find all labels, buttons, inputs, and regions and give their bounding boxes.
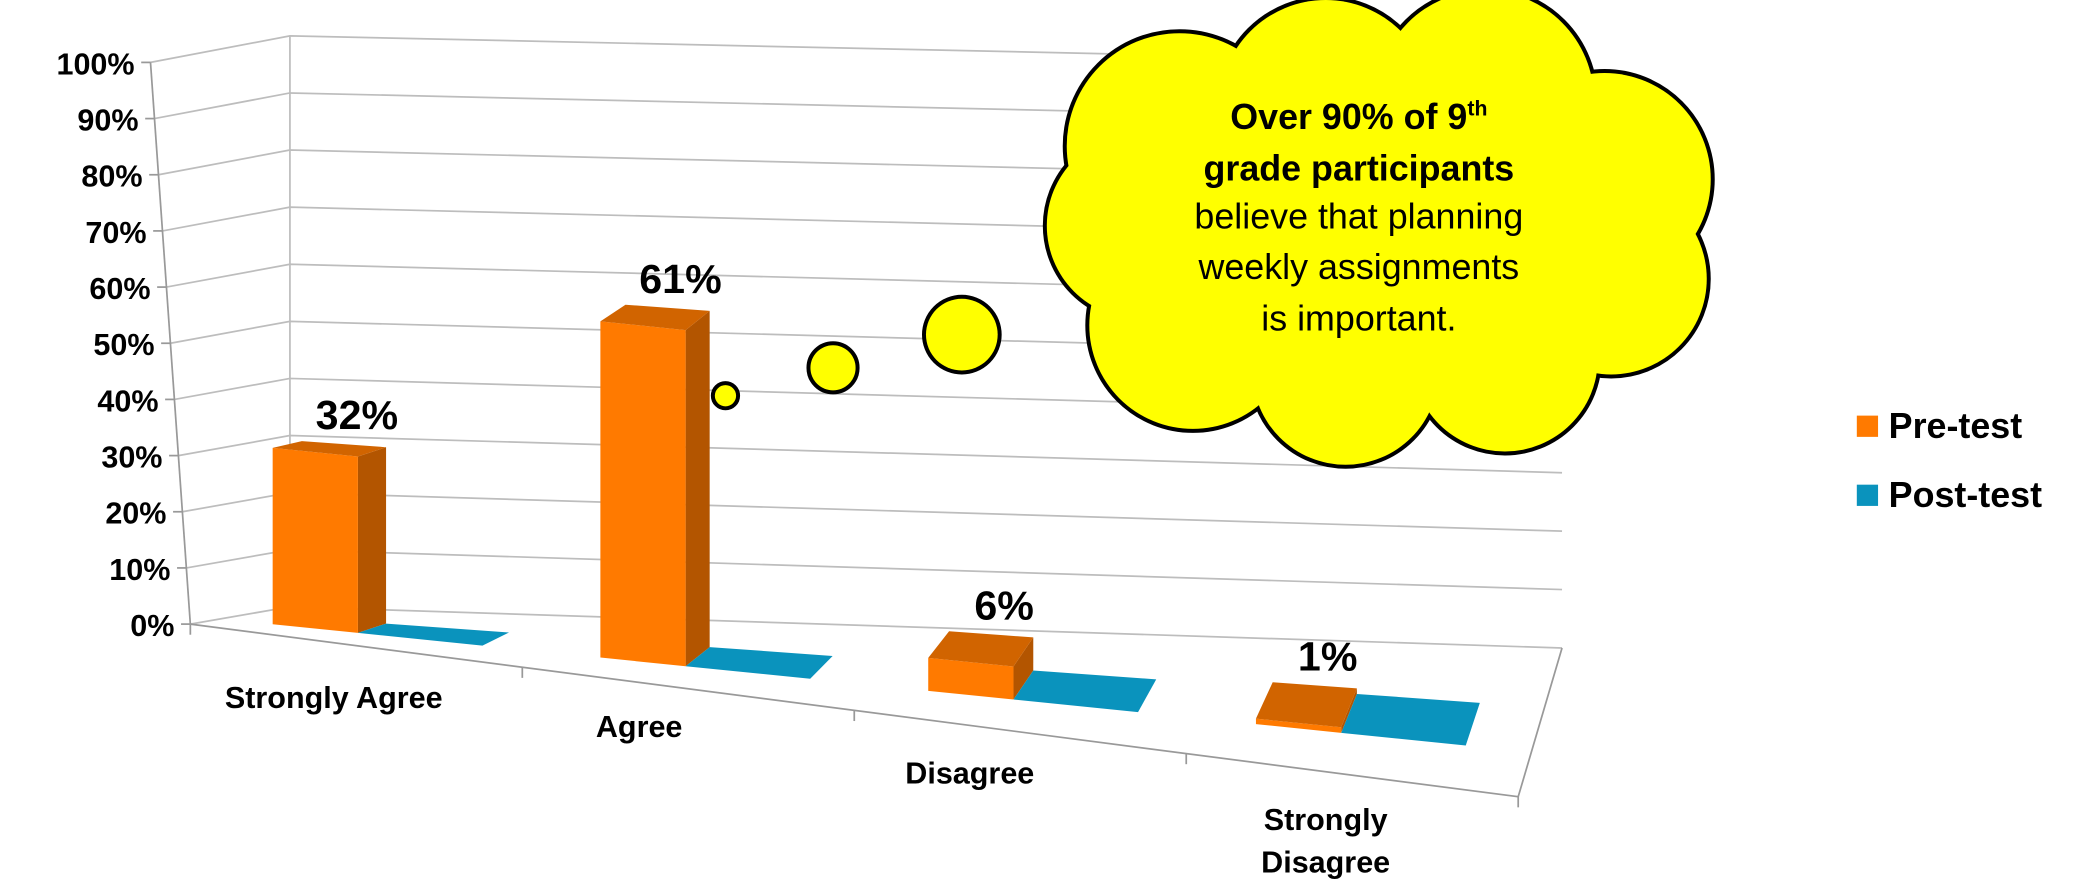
y-tick-label: 20%: [105, 497, 166, 531]
legend-swatch: [1857, 416, 1878, 437]
value-label: 61%: [639, 256, 721, 302]
callout-fill-part: [810, 345, 855, 390]
callout-line: Over 90% of 9th: [1230, 97, 1487, 137]
legend-swatch: [1857, 485, 1878, 506]
y-tick-label: 100%: [56, 47, 134, 81]
x-tick-label-line: Strongly: [1264, 803, 1388, 837]
chart: 0% 10% 20% 30% 40% 50% 60% 70% 80% 90% 100% Strongl…: [0, 0, 2083, 891]
x-tick-label: Agree: [596, 710, 683, 744]
legend-label: Pre-test: [1889, 406, 2023, 446]
bar-flat: [1013, 670, 1156, 712]
x-tick-label: Strongly Agree: [225, 681, 443, 715]
y-tick-label: 40%: [97, 384, 158, 418]
value-label: 6%: [974, 582, 1033, 628]
y-tick-label: 90%: [77, 104, 138, 138]
bar-side: [686, 311, 710, 666]
bar-front: [600, 321, 685, 666]
y-tick-label: 60%: [89, 272, 150, 306]
y-tick-label: 10%: [109, 553, 170, 587]
bar-flat: [358, 624, 509, 646]
grid-line: [182, 493, 1562, 532]
y-tick-label: 30%: [101, 441, 162, 475]
value-label: 1%: [1298, 633, 1357, 679]
callout-fill-part: [715, 385, 736, 406]
page: {"chart_data": { "type": "bar3d", "categ…: [0, 0, 2083, 891]
bar-flat: [686, 647, 833, 679]
callout-fill-part: [926, 299, 998, 371]
x-tick-label: Disagree: [905, 756, 1034, 790]
y-tick-label: 0%: [130, 609, 174, 643]
callout-superscript: th: [1467, 97, 1487, 121]
legend-label: Post-test: [1889, 475, 2042, 515]
bar-side: [358, 447, 386, 633]
grid-line: [186, 550, 1562, 590]
callout-line: believe that planning: [1194, 196, 1523, 236]
y-tick-label: 50%: [93, 328, 154, 362]
callout-line: grade participants: [1203, 149, 1514, 189]
callout-line: weekly assignments: [1197, 247, 1519, 287]
y-tick-label: 70%: [85, 216, 146, 250]
bar-front: [273, 448, 358, 633]
x-tick-label: Strongly Disagree: [1261, 803, 1390, 879]
x-tick-label-line: Disagree: [1261, 845, 1390, 879]
y-tick-label: 80%: [81, 160, 142, 194]
bar-flat: [1341, 694, 1480, 746]
callout-text: Over 90% of 9: [1230, 97, 1467, 137]
y-axis: [151, 62, 191, 624]
callout-line: is important.: [1261, 299, 1456, 339]
value-label: 32%: [316, 392, 398, 438]
